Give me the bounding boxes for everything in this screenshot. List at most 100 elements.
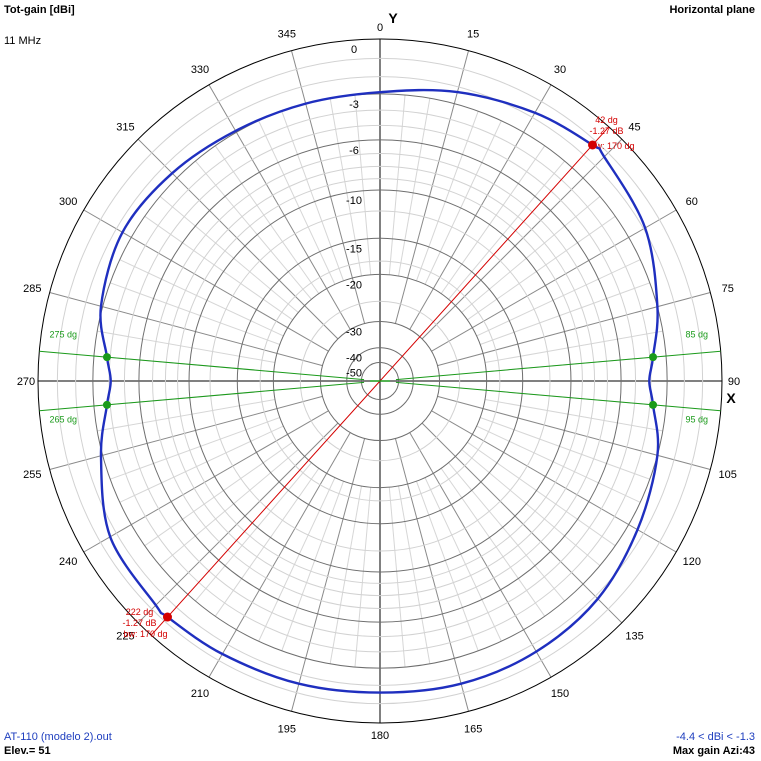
- radial-scale-label: -10: [346, 195, 362, 207]
- angle-tick-label: 315: [116, 121, 134, 133]
- grid-ring: [346, 347, 414, 415]
- grid-spoke-minor: [467, 441, 616, 547]
- angle-tick-label: 120: [683, 556, 701, 568]
- beamwidth-line: [39, 381, 365, 412]
- grid-spoke-minor: [281, 481, 344, 652]
- grid-spoke-minor: [119, 425, 284, 503]
- max-gain-label: bw: 170 dg: [123, 629, 167, 639]
- angle-tick-label: 150: [551, 688, 569, 700]
- grid-spoke-minor: [476, 425, 641, 503]
- grid-spoke-minor: [329, 485, 362, 664]
- grid-ring: [319, 320, 441, 442]
- angle-tick-label: 180: [371, 730, 389, 742]
- grid-spoke: [49, 292, 323, 367]
- max-gain-point: [588, 140, 598, 150]
- grid-ring-minor: [123, 124, 637, 638]
- grid-spoke: [437, 395, 711, 470]
- angle-tick-label: 345: [278, 28, 296, 40]
- grid-spoke-minor: [214, 145, 320, 294]
- max-gain-label: bw: 170 dg: [590, 141, 634, 151]
- marker-points: [102, 140, 658, 622]
- grid-spoke-minor: [440, 145, 546, 294]
- grid-spoke-minor: [119, 259, 284, 337]
- grid-ring-minor: [164, 165, 596, 597]
- angle-tick-label: 330: [191, 64, 209, 76]
- angle-tick-label: 240: [59, 556, 77, 568]
- grid-ring: [272, 273, 488, 489]
- angle-tick-label: 15: [467, 28, 479, 40]
- grid-spoke: [437, 292, 711, 367]
- angle-tick-label: 255: [23, 469, 41, 481]
- grid-spoke-minor: [97, 399, 276, 432]
- max-gain-label: -1.27 dB: [590, 126, 624, 136]
- grid-spoke-minor: [440, 468, 546, 617]
- radial-scale-label: -6: [349, 145, 359, 157]
- angle-tick-label: 60: [686, 196, 698, 208]
- grid-spoke: [137, 422, 339, 624]
- grid-spoke-minor: [109, 282, 280, 345]
- beamwidth-label: 275 dg: [49, 329, 77, 339]
- grid-spoke: [83, 410, 329, 553]
- grid-ring: [236, 237, 524, 525]
- grid-spoke-minor: [329, 98, 362, 277]
- grid-spoke-minor: [109, 417, 280, 480]
- grid-spoke-minor: [424, 477, 502, 642]
- max-gain-point: [162, 612, 172, 622]
- angle-tick-labels: 0 15 30 45 60 75 90 105 120 135 150 165 180 195 210 225…: [17, 22, 740, 742]
- y-axis-label: Y: [388, 10, 398, 26]
- grid-spoke: [137, 138, 339, 340]
- angle-tick-label: 0: [377, 22, 383, 34]
- beamwidth-point: [649, 353, 658, 362]
- grid-ring-minor: [209, 210, 551, 552]
- grid-spoke: [409, 84, 552, 330]
- grid-spoke: [421, 138, 623, 340]
- angle-tick-label: 105: [719, 469, 737, 481]
- grid-ring: [92, 93, 668, 669]
- grid-spoke: [431, 209, 677, 352]
- grid-spoke: [291, 438, 366, 712]
- grid-spoke-minor: [144, 441, 293, 547]
- grid-ring-minor: [152, 153, 608, 609]
- grid-spoke-minor: [258, 120, 336, 285]
- grid-spoke: [49, 395, 323, 470]
- grid-spoke: [409, 432, 552, 678]
- grid-ring: [37, 38, 723, 724]
- grid-spoke-minor: [159, 196, 299, 313]
- grid-spoke-minor: [424, 120, 502, 285]
- angle-tick-label: 135: [625, 631, 643, 643]
- radial-scale-label: -40: [346, 353, 362, 365]
- grid-ring: [360, 361, 400, 401]
- max-gain-line: [379, 126, 610, 382]
- beamwidth-point: [102, 353, 111, 362]
- chart-title: Tot-gain [dBi]: [4, 4, 75, 16]
- grid-spoke-minor: [448, 462, 565, 602]
- angle-tick-label: 75: [722, 283, 734, 295]
- radial-scale-labels: 0 -3 -6 -10 -15 -20 -30 -40 -50: [346, 44, 362, 379]
- grid-spoke-minor: [195, 160, 312, 300]
- grid-spoke-minor: [461, 449, 601, 566]
- grid-spoke-minor: [258, 477, 336, 642]
- grid-spoke-minor: [398, 98, 431, 277]
- grid-spoke-minor: [398, 485, 431, 664]
- grid-spoke-minor: [484, 399, 663, 432]
- grid-ring-minor: [299, 300, 461, 462]
- grid-spoke-minor: [97, 330, 276, 363]
- angle-tick-label: 45: [628, 121, 640, 133]
- radial-scale-label: -15: [346, 243, 362, 255]
- grid-spoke-minor: [354, 487, 372, 668]
- grid-spoke: [83, 209, 329, 352]
- grid-ring: [138, 139, 622, 623]
- max-gain-label: 42 dg: [595, 115, 618, 125]
- frequency-label: 11 MHz: [4, 35, 42, 47]
- angle-tick-label: 210: [191, 688, 209, 700]
- radial-scale-label: 0: [351, 44, 357, 56]
- beamwidth-point: [649, 400, 658, 409]
- beamwidth-line: [39, 350, 365, 381]
- max-gain-label: 222 dg: [126, 607, 154, 617]
- grid-ring-minor: [177, 178, 583, 584]
- radiation-pattern-line: [99, 88, 660, 694]
- grid-spoke: [394, 438, 469, 712]
- grid-spoke-minor: [476, 259, 641, 337]
- angle-tick-label: 300: [59, 196, 77, 208]
